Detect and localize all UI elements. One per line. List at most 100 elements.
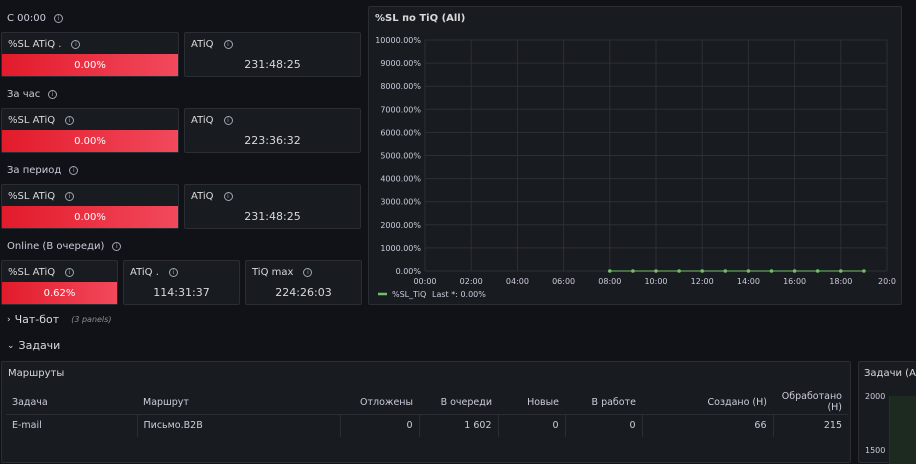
tasks-chart-panel: Задачи (All 2000 1500 — [858, 361, 916, 464]
sl-atiq-panel-since-midnight: %SL ATiQ . i 0.00% — [1, 32, 179, 77]
tasks-chart-area — [889, 396, 916, 464]
data-point — [631, 269, 635, 273]
atiq-value: 231:48:25 — [244, 58, 301, 71]
info-icon[interactable]: i — [223, 192, 233, 201]
column-header[interactable]: Отложены — [359, 396, 413, 408]
column-header[interactable]: Задача — [12, 396, 48, 408]
sl-value-bar: 0.00% — [2, 206, 178, 228]
info-icon[interactable]: i — [223, 40, 233, 49]
sl-value-bar: 0.00% — [2, 54, 178, 76]
table-row: E-mail Письмо.B2B 0 1 602 0 0 66 215 — [6, 414, 848, 437]
y-tick-label: 3000.00% — [380, 198, 421, 207]
legend-label: %SL_TiQ — [392, 290, 426, 299]
info-icon[interactable]: i — [53, 14, 63, 23]
y-tick-label: 1000.00% — [380, 244, 421, 253]
data-point — [654, 269, 658, 273]
sl-tiq-chart: 10000.00% 9000.00% 8000.00% 7000.00% 6000.00… — [375, 36, 896, 299]
data-point — [746, 269, 751, 273]
y-tick-label: 9000.00% — [380, 59, 421, 68]
sl-value-bar: 0.00% — [2, 130, 178, 152]
tasks-chart-title: Задачи (All — [864, 368, 916, 379]
routes-title: Маршруты — [8, 368, 65, 379]
panel-title: %SL ATiQ — [8, 115, 56, 126]
y-tick-label: 7000.00% — [380, 105, 421, 114]
legend-last-value: Last *: 0.00% — [432, 290, 486, 299]
sl-value-bar: 0.62% — [2, 282, 117, 304]
sl-value: 0.62% — [43, 287, 76, 299]
panel-title: ATiQ — [191, 191, 214, 202]
info-icon[interactable]: i — [65, 192, 75, 201]
x-tick-label: 02:00 — [460, 277, 483, 286]
table-cell: 1 602 — [419, 414, 499, 437]
info-icon[interactable]: i — [65, 268, 75, 277]
table-cell: Письмо.B2B — [137, 414, 341, 437]
data-point — [769, 269, 774, 273]
data-point — [723, 269, 728, 273]
table-cell: 0 — [340, 414, 420, 437]
atiq-panel-since-midnight: ATiQ i 231:48:25 — [184, 32, 361, 77]
y-tick-label: 5000.00% — [380, 152, 421, 161]
x-tick-label: 20:0 — [878, 277, 896, 286]
column-header[interactable]: Новые — [527, 396, 559, 408]
y-tick-label: 1500 — [865, 446, 886, 455]
chart-title: %SL по TiQ (All) — [375, 13, 466, 24]
y-tick-label: 2000.00% — [380, 221, 421, 230]
y-tick-label: 0.00% — [396, 267, 422, 276]
data-point — [862, 269, 866, 273]
y-tick-label: 6000.00% — [380, 128, 421, 137]
panel-title: %SL ATiQ — [8, 267, 56, 278]
atiq-panel-online: ATiQ . i 114:31:37 — [123, 260, 240, 305]
x-tick-label: 04:00 — [506, 277, 529, 286]
table-cell: 66 — [642, 414, 774, 437]
sl-value: 0.00% — [74, 211, 106, 223]
panel-title: %SL ATiQ — [8, 191, 56, 202]
table-cell: 215 — [823, 420, 842, 432]
data-point — [608, 269, 612, 273]
data-point — [839, 269, 843, 273]
info-icon[interactable]: i — [48, 90, 58, 99]
data-point — [792, 269, 797, 273]
x-tick-label: 18:00 — [829, 277, 852, 286]
row-tasks[interactable]: ⌄ Задачи — [7, 339, 60, 352]
y-tick-label: 2000 — [865, 392, 886, 401]
x-tick-label: 14:00 — [737, 277, 760, 286]
info-icon[interactable]: i — [65, 116, 75, 125]
column-header[interactable]: Маршрут — [143, 396, 189, 408]
info-icon[interactable]: i — [69, 166, 79, 175]
panel-title: ATiQ — [191, 115, 214, 126]
routes-table: Задача Маршрут Отложены В очереди Новые … — [6, 390, 848, 437]
data-point — [677, 269, 681, 273]
table-header-row: Задача Маршрут Отложены В очереди Новые … — [6, 390, 848, 415]
y-tick-label: 8000.00% — [380, 82, 421, 91]
info-icon[interactable]: i — [112, 242, 122, 251]
chevron-right-icon: › — [7, 314, 11, 325]
sl-value: 0.00% — [74, 135, 106, 147]
chevron-down-icon: ⌄ — [7, 340, 15, 351]
sl-atiq-panel-online: %SL ATiQ i 0.62% — [1, 260, 118, 305]
x-tick-label: 06:00 — [552, 277, 575, 286]
column-header[interactable]: В очереди — [440, 396, 492, 408]
section-title-last-hour: За час i — [7, 89, 58, 100]
column-header[interactable]: В работе — [591, 396, 636, 408]
row-chatbot-count: (3 panels) — [71, 315, 112, 324]
x-tick-label: 12:00 — [691, 277, 714, 286]
panel-title: TiQ max — [252, 267, 294, 278]
info-icon[interactable]: i — [168, 268, 178, 277]
section-title-since-midnight: С 00:00 i — [7, 13, 63, 24]
panel-title: %SL ATiQ . — [8, 39, 62, 50]
column-header[interactable]: Создано (Н) — [707, 396, 768, 408]
info-icon[interactable]: i — [303, 268, 313, 277]
x-tick-label: 00:00 — [413, 277, 436, 286]
x-tick-label: 16:00 — [783, 277, 806, 286]
atiq-value: 231:48:25 — [244, 210, 301, 223]
atiq-value: 223:36:32 — [244, 134, 301, 147]
info-icon[interactable]: i — [223, 116, 233, 125]
column-header[interactable]: Обработано (Н) — [781, 391, 842, 413]
x-tick-label: 10:00 — [644, 277, 667, 286]
panel-title: ATiQ — [191, 39, 214, 50]
info-icon[interactable]: i — [71, 40, 81, 49]
row-chatbot[interactable]: › Чат-бот (3 panels) — [7, 313, 111, 326]
data-point — [700, 269, 704, 273]
sl-value: 0.00% — [74, 59, 106, 71]
x-tick-label: 08:00 — [598, 277, 621, 286]
